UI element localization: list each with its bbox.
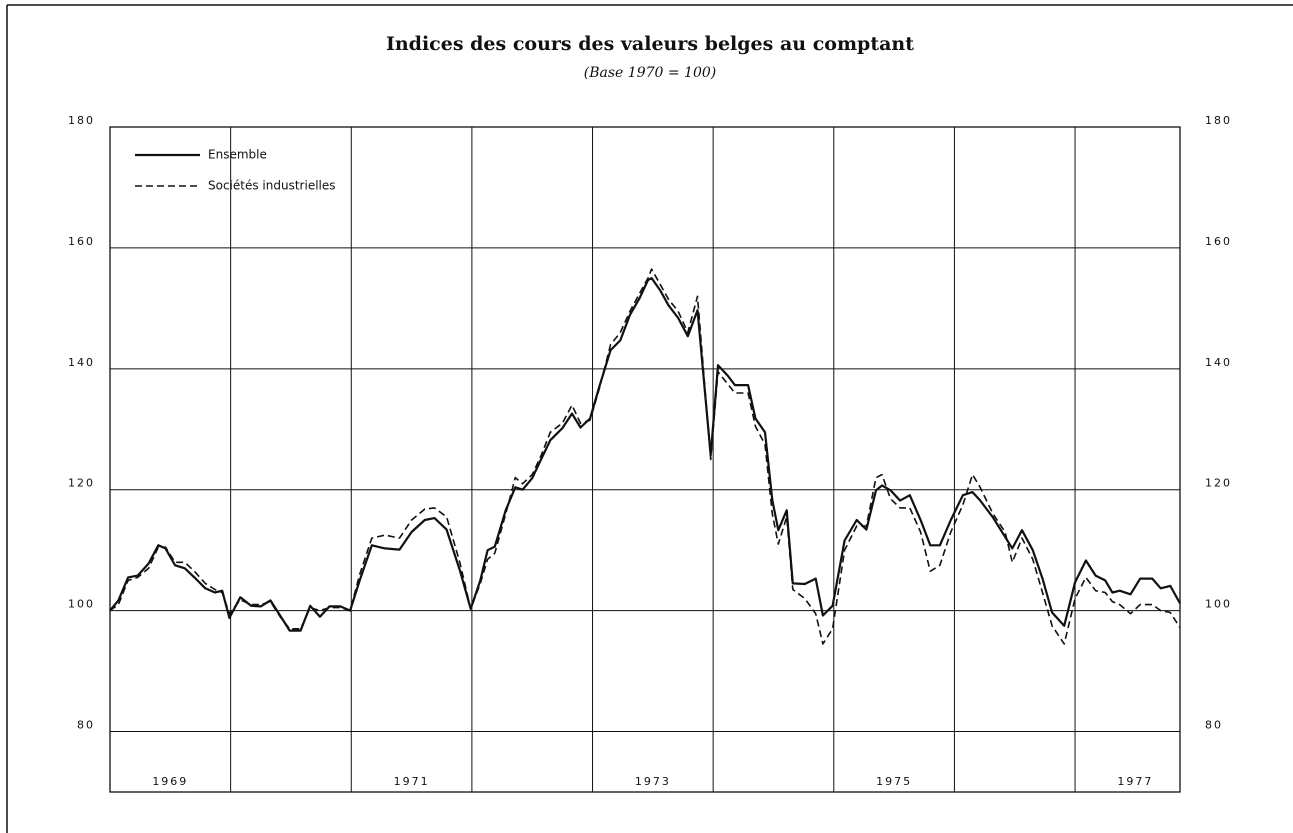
x-tick-label: 1971 [394, 775, 430, 788]
y2-tick-label: 180 [1205, 114, 1232, 127]
series-line [109, 277, 1181, 632]
y-tick-label: 100 [68, 598, 95, 611]
y2-tick-label: 140 [1205, 356, 1232, 369]
y-tick-label: 80 [77, 719, 95, 732]
chart-title: Indices des cours des valeurs belges au … [386, 33, 914, 55]
y-tick-label: 140 [68, 356, 95, 369]
legend-label: Sociétés industrielles [208, 179, 336, 193]
y2-tick-label: 80 [1205, 719, 1223, 732]
y-tick-label: 160 [68, 235, 95, 248]
y2-tick-label: 160 [1205, 235, 1232, 248]
series-line [109, 268, 1181, 645]
chart-subtitle: (Base 1970 = 100) [584, 65, 716, 81]
y-tick-label: 180 [68, 114, 95, 127]
x-tick-label: 1975 [876, 775, 912, 788]
plot-area [109, 126, 1181, 793]
legend-label: Ensemble [208, 148, 267, 162]
x-tick-label: 1977 [1117, 775, 1153, 788]
y2-tick-label: 120 [1205, 477, 1232, 490]
x-tick-label: 1969 [152, 775, 188, 788]
x-tick-label: 1973 [635, 775, 671, 788]
y-tick-label: 120 [68, 477, 95, 490]
y2-tick-label: 100 [1205, 598, 1232, 611]
